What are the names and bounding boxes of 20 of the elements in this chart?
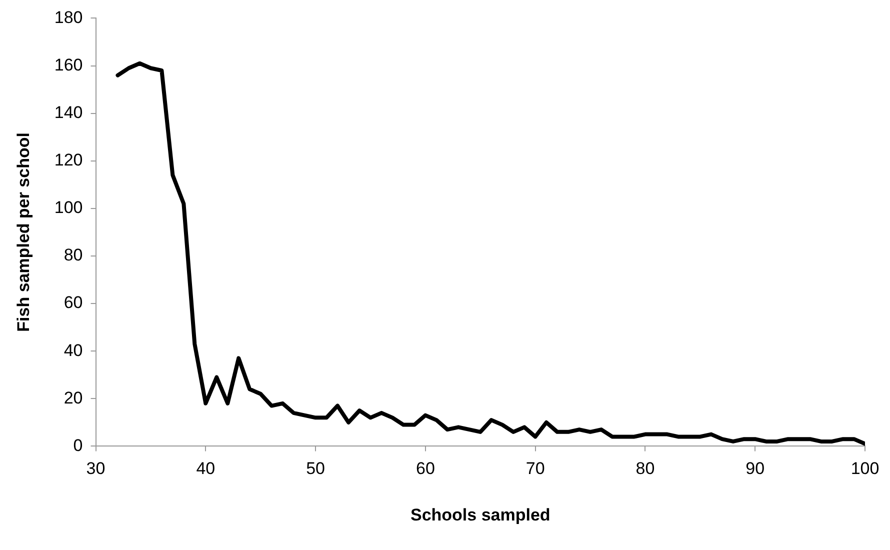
x-tick-label: 90 (746, 459, 765, 478)
x-tick-label: 70 (526, 459, 545, 478)
x-axis-title: Schools sampled (410, 505, 550, 524)
y-tick-label: 40 (64, 340, 83, 360)
y-tick-label: 60 (64, 293, 83, 312)
x-tick-label: 40 (196, 459, 216, 478)
x-tick-label: 80 (636, 459, 655, 478)
y-tick-label: 120 (54, 150, 83, 170)
y-tick-label: 0 (73, 436, 83, 455)
x-tick-label: 30 (86, 459, 106, 478)
x-tick-label: 60 (416, 459, 435, 478)
y-tick-label: 100 (54, 198, 83, 218)
x-tick-label: 100 (850, 459, 880, 478)
y-tick-label: 20 (64, 388, 83, 408)
y-tick-label: 160 (54, 55, 83, 74)
y-tick-label: 80 (64, 246, 83, 265)
y-tick-label: 140 (54, 103, 83, 122)
y-axis-title: Fish sampled per school (14, 132, 33, 332)
x-tick-label: 50 (306, 459, 326, 478)
y-tick-label: 180 (54, 8, 83, 27)
